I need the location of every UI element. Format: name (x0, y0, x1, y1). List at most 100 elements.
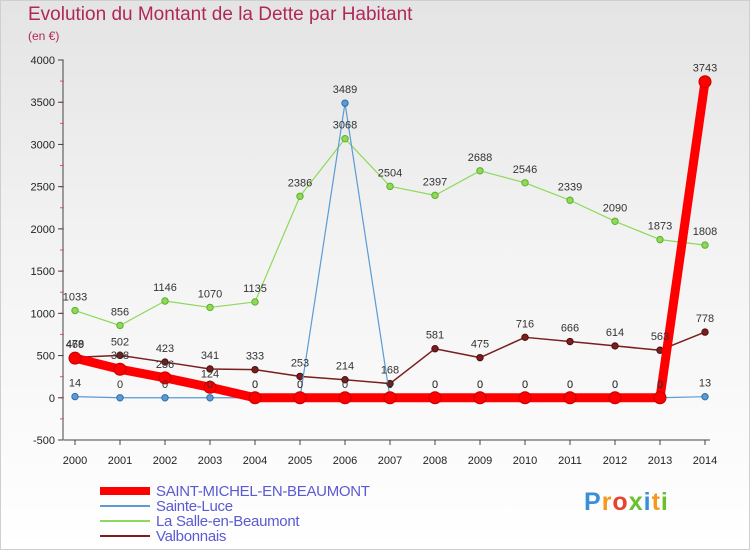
data-label: 2688 (468, 152, 492, 164)
logo-letter: i (643, 488, 652, 516)
y-tick-label: 1000 (31, 308, 55, 320)
data-label: 778 (696, 313, 714, 325)
logo-letter: i (660, 488, 669, 516)
x-tick-label: 2000 (63, 455, 87, 467)
data-point (611, 342, 619, 350)
data-label: 0 (477, 379, 483, 391)
proxiti-logo: Proxiti (584, 488, 669, 517)
y-tick-label: 2500 (31, 182, 55, 194)
data-label: 338 (111, 350, 129, 362)
data-point (203, 380, 217, 394)
data-label: 3068 (333, 120, 357, 132)
data-point (71, 306, 79, 315)
data-label: 0 (432, 379, 438, 391)
y-tick-label: 3000 (31, 139, 55, 151)
data-label: 214 (336, 361, 354, 373)
data-labels: 1033 856 1146 1070 1135 2386 3068 2504 2397 2688 2… (63, 63, 717, 391)
data-point (476, 167, 484, 175)
data-label: 0 (207, 379, 213, 391)
x-tick-label: 2006 (333, 455, 357, 467)
y-tick-label: -500 (33, 435, 55, 447)
data-label: 856 (111, 306, 129, 318)
data-label: 563 (651, 331, 669, 343)
x-tick-label: 2004 (243, 455, 267, 467)
data-label: 0 (567, 379, 573, 391)
logo-letter: x (628, 488, 644, 516)
data-label: 0 (252, 379, 258, 391)
data-label: 2397 (423, 176, 447, 188)
data-point (341, 376, 349, 384)
data-point (656, 235, 664, 244)
data-label: 0 (657, 379, 663, 391)
data-point (611, 217, 619, 225)
y-tick-label: 4000 (31, 55, 55, 67)
data-label: 2090 (603, 202, 627, 214)
data-point (116, 394, 124, 402)
x-tick-label: 2002 (153, 455, 177, 467)
data-point (383, 391, 397, 405)
legend-item: La Salle-en-Beaumont (100, 513, 430, 530)
series-layer (68, 75, 712, 405)
data-point (608, 391, 622, 405)
data-label: 0 (567, 379, 573, 391)
data-point (296, 192, 304, 200)
data-label: 0 (522, 379, 528, 391)
data-label: 0 (522, 379, 528, 391)
data-label: 1808 (693, 226, 717, 238)
data-label: 0 (387, 379, 393, 391)
data-point (566, 337, 574, 346)
data-point (206, 394, 214, 402)
data-label: 0 (657, 379, 663, 391)
data-label: 14 (69, 378, 81, 390)
data-label: 0 (117, 379, 123, 391)
x-tick-label: 2008 (423, 455, 447, 467)
data-point (113, 362, 127, 376)
data-label: 475 (471, 339, 489, 351)
data-label: 0 (252, 379, 258, 391)
data-point (161, 297, 169, 305)
series-1 (68, 75, 712, 405)
data-label: 1146 (153, 282, 177, 294)
data-point (566, 196, 574, 204)
x-tick-label: 2005 (288, 455, 312, 467)
data-point (386, 182, 394, 191)
data-point (71, 392, 79, 401)
data-point (701, 241, 709, 249)
series-2 (71, 99, 709, 402)
logo-letter: r (601, 488, 613, 516)
data-point (653, 391, 667, 405)
data-point (521, 179, 529, 187)
data-label: 0 (387, 379, 393, 391)
logo-letter: P (584, 488, 602, 516)
legend-label: SAINT-MICHEL-EN-BEAUMONT (156, 483, 370, 500)
x-tick-label: 2011 (558, 455, 582, 467)
data-label: 0 (477, 379, 483, 391)
data-label: 341 (201, 350, 219, 362)
data-point (698, 75, 712, 89)
data-label: 0 (162, 379, 168, 391)
data-label: 469 (66, 339, 84, 351)
x-tick-label: 2014 (693, 455, 717, 467)
data-point (341, 135, 349, 143)
data-point (251, 298, 259, 306)
x-tick-label: 2003 (198, 455, 222, 467)
data-point (431, 345, 439, 353)
data-point (161, 358, 169, 366)
data-label: 2504 (378, 167, 402, 179)
data-point (206, 303, 214, 312)
data-label: 0 (612, 379, 618, 391)
data-label: 0 (297, 379, 303, 391)
data-label: 0 (612, 379, 618, 391)
legend-item: Sainte-Luce (100, 498, 430, 515)
data-point (248, 391, 262, 405)
data-label: 1873 (648, 221, 672, 233)
data-point (701, 392, 709, 401)
legend-label: Valbonnais (156, 528, 227, 545)
series-3 (71, 135, 709, 330)
data-label: 0 (432, 379, 438, 391)
data-label: 581 (426, 330, 444, 342)
x-tick-label: 2013 (648, 455, 672, 467)
x-tick-label: 2007 (378, 455, 402, 467)
data-label: 2546 (513, 164, 537, 176)
